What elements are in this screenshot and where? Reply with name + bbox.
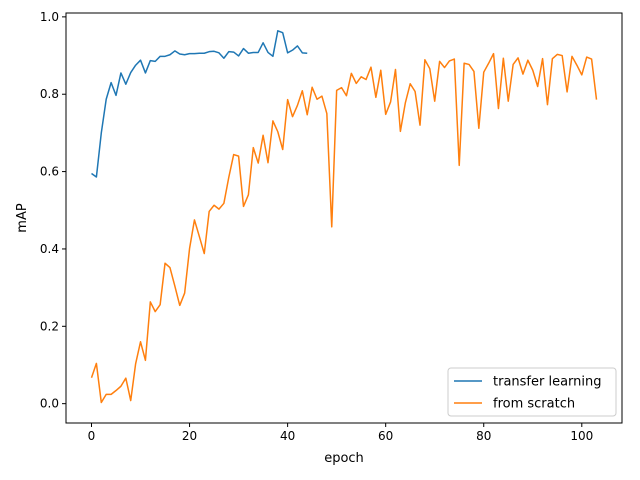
y-axis-label: mAP bbox=[15, 203, 30, 233]
x-tick-label: 60 bbox=[378, 429, 393, 443]
axes-frame bbox=[65, 12, 623, 424]
x-tick-label: 80 bbox=[476, 429, 491, 443]
y-tick-label: 0.8 bbox=[40, 87, 59, 101]
y-tick-label: 0.6 bbox=[40, 165, 59, 179]
x-tick-label: 0 bbox=[88, 429, 96, 443]
y-tick-label: 0.2 bbox=[40, 319, 59, 333]
series-line-transfer-learning bbox=[91, 30, 308, 178]
y-tick-label: 0.0 bbox=[40, 397, 59, 411]
series-layer bbox=[90, 30, 598, 404]
x-axis-label: epoch bbox=[324, 451, 364, 466]
x-tick-label: 20 bbox=[182, 429, 197, 443]
legend-label: from scratch bbox=[493, 397, 575, 412]
y-tick-label: 1.0 bbox=[40, 10, 59, 24]
x-axis-ticks: 0 20 40 60 80 100 bbox=[88, 423, 593, 443]
x-tick-label: 40 bbox=[280, 429, 295, 443]
legend: transfer learning from scratch bbox=[447, 367, 617, 417]
legend-box bbox=[447, 367, 617, 417]
y-axis-ticks: 0.0 0.2 0.4 0.6 0.8 1.0 bbox=[40, 10, 66, 411]
legend-label: transfer learning bbox=[493, 375, 602, 390]
series-line-from-scratch bbox=[90, 52, 598, 404]
x-tick-label: 100 bbox=[570, 429, 593, 443]
y-tick-label: 0.4 bbox=[40, 242, 59, 256]
